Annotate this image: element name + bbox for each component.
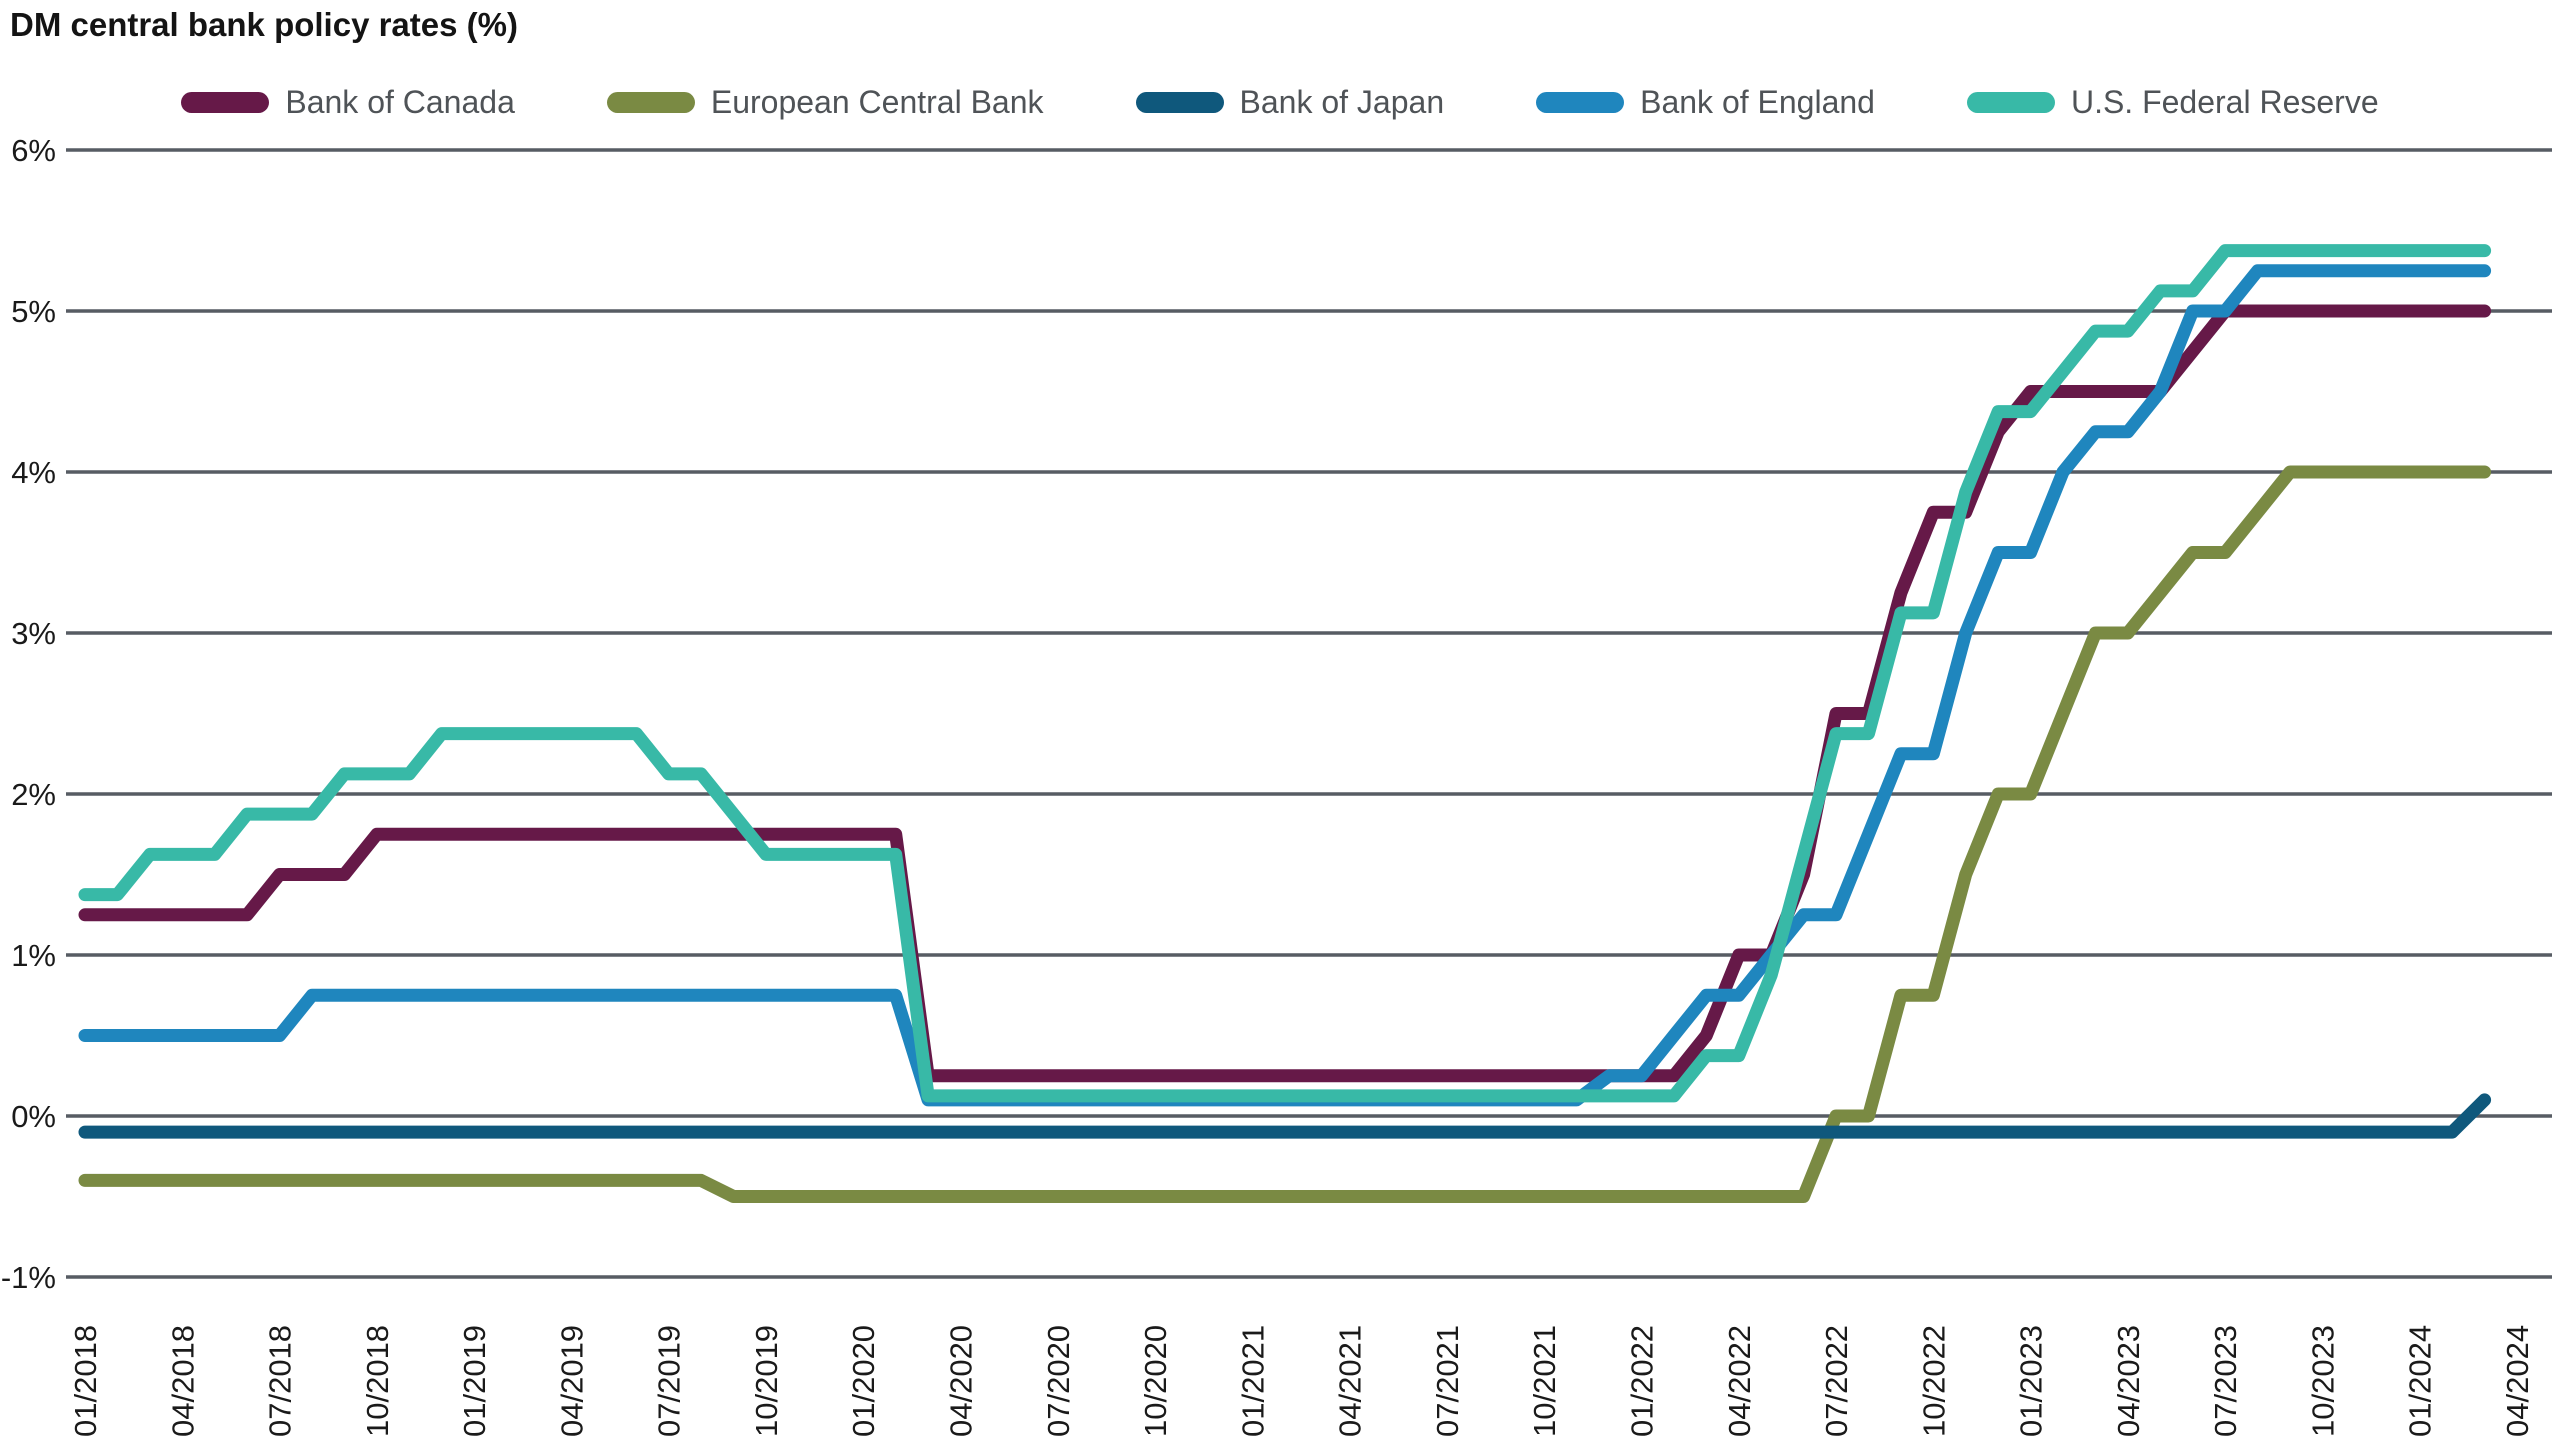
legend-label: Bank of Japan [1239,84,1445,120]
x-tick-label: 10/2023 [2305,1325,2340,1437]
x-tick-label: 04/2023 [2111,1325,2146,1437]
x-tick-label: 04/2024 [2500,1325,2535,1437]
y-tick-label: 4% [11,455,56,490]
x-tick-label: 04/2021 [1333,1325,1368,1437]
legend-swatch-us-federal-reserve [1966,92,2055,113]
y-tick-label: 3% [11,616,56,651]
legend-label: Bank of Canada [285,84,515,120]
legend-item-bank-of-canada: Bank of Canada [181,84,515,121]
y-tick-label: 0% [11,1099,56,1134]
x-tick-label: 10/2022 [1916,1325,1951,1437]
legend-swatch-bank-of-japan [1135,92,1224,113]
x-tick-label: 01/2021 [1235,1325,1270,1437]
x-tick-label: 01/2019 [457,1325,492,1437]
y-tick-label: 5% [11,294,56,329]
y-tick-label: -1% [1,1260,56,1295]
x-tick-label: 07/2020 [1041,1325,1076,1437]
legend-item-bank-of-england: Bank of England [1536,84,1875,121]
x-tick-label: 04/2018 [165,1325,200,1437]
chart-legend: Bank of Canada European Central Bank Ban… [0,84,2560,121]
legend-label: European Central Bank [710,84,1044,120]
x-tick-label: 01/2023 [2014,1325,2049,1437]
x-tick-label: 07/2021 [1430,1325,1465,1437]
series-line-bank-of-japan [78,1093,2492,1139]
x-tick-label: 10/2021 [1527,1325,1562,1437]
x-tick-label: 07/2022 [1819,1325,1854,1437]
legend-item-european-central-bank: European Central Bank [606,84,1044,121]
x-tick-label: 10/2018 [360,1325,395,1437]
x-axis-labels: 01/2018 04/2018 07/2018 10/2018 01/2019 04/20… [68,1325,2535,1437]
x-tick-label: 07/2019 [652,1325,687,1437]
legend-swatch-european-central-bank [606,92,695,113]
x-tick-label: 07/2018 [263,1325,298,1437]
x-tick-label: 01/2022 [1624,1325,1659,1437]
x-tick-label: 04/2019 [554,1325,589,1437]
x-tick-label: 01/2020 [846,1325,881,1437]
x-tick-label: 01/2018 [68,1325,103,1437]
x-tick-label: 04/2020 [944,1325,979,1437]
x-tick-label: 10/2020 [1138,1325,1173,1437]
y-tick-label: 2% [11,777,56,812]
y-tick-label: 1% [11,938,56,973]
legend-label: U.S. Federal Reserve [2070,84,2379,120]
series-line-u-s-federal-reserve [78,244,2492,1103]
x-tick-label: 10/2019 [749,1325,784,1437]
gridlines [66,148,2552,1279]
series-line-european-central-bank [78,465,2492,1203]
legend-item-us-federal-reserve: U.S. Federal Reserve [1966,84,2379,121]
series-lines [78,244,2492,1203]
y-axis-labels: 6% 5% 4% 3% 2% 1% 0% -1% [1,133,56,1295]
x-tick-label: 01/2024 [2403,1325,2438,1437]
chart-title: DM central bank policy rates (%) [10,6,518,43]
legend-label: Bank of England [1640,84,1875,120]
x-tick-label: 07/2023 [2208,1325,2243,1437]
series-line-bank-of-canada [78,304,2492,1083]
legend-item-bank-of-japan: Bank of Japan [1135,84,1445,121]
x-tick-label: 04/2022 [1722,1325,1757,1437]
y-tick-label: 6% [11,133,56,168]
legend-swatch-bank-of-england [1536,92,1625,113]
legend-swatch-bank-of-canada [181,92,270,113]
